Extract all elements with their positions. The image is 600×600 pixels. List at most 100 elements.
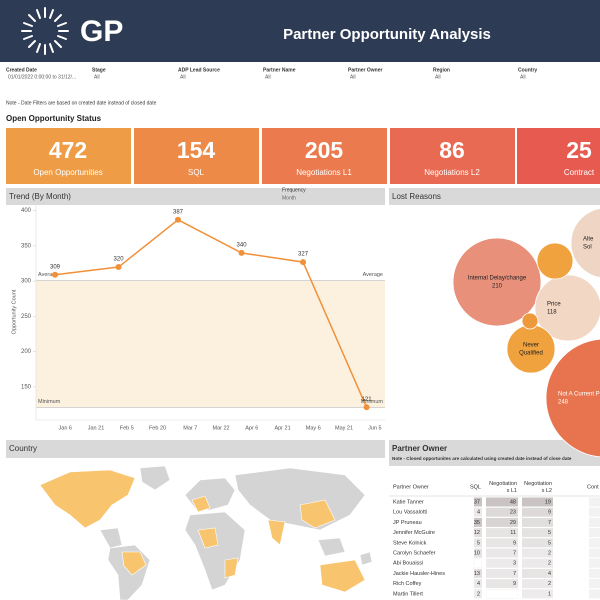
cell-value: 2: [477, 591, 480, 597]
cell-shade: [474, 497, 482, 507]
filter-value[interactable]: All: [435, 74, 441, 80]
row-label: Rich Coffey: [393, 581, 422, 587]
data-label: 121: [362, 397, 373, 403]
filter-value[interactable]: All: [520, 74, 526, 80]
cell-value: 9: [513, 540, 516, 546]
panel-note: Note - Closed opportunites are calculate…: [392, 456, 572, 461]
kpi-value: 205: [305, 137, 344, 163]
contract-cell: [589, 548, 600, 558]
data-label: 340: [237, 243, 248, 249]
contract-cell: [589, 497, 600, 507]
bubble[interactable]: [545, 338, 600, 458]
cell-value: 5: [477, 540, 480, 546]
cell-shade: [486, 528, 518, 538]
panel-header: [6, 440, 385, 458]
bubble-label: Qualified: [519, 351, 543, 357]
cell-shade: [486, 497, 518, 507]
column-header: s L1: [507, 488, 517, 494]
trend-point: [363, 404, 370, 411]
bubble-value: 210: [492, 284, 503, 290]
bubble[interactable]: [521, 312, 539, 330]
empty-cell: [485, 589, 519, 599]
frequency-label: Frequency: [282, 187, 306, 193]
cell-shade: [522, 497, 553, 507]
reference-label: Average: [38, 272, 58, 278]
panel-title: Country: [9, 444, 37, 453]
header-bar: [0, 0, 600, 62]
column-header: Negotiation: [524, 481, 552, 487]
filter-value[interactable]: All: [265, 74, 271, 80]
cell-shade: [522, 507, 553, 517]
panel-title: Lost Reasons: [392, 192, 441, 201]
bubble[interactable]: [534, 274, 600, 342]
kpi-label: Open Opportunities: [33, 168, 102, 177]
x-tick-label: Feb 5: [120, 425, 134, 431]
cell-shade: [474, 528, 482, 538]
trend-point: [238, 249, 245, 256]
frequency-value[interactable]: Month: [282, 195, 296, 201]
cell-value: 23: [510, 510, 516, 516]
contract-cell: [589, 558, 600, 568]
x-tick-label: Jan 21: [88, 425, 105, 431]
kpi-card: [262, 128, 387, 184]
bubble-value: 248: [558, 400, 569, 406]
filter-value[interactable]: All: [94, 74, 100, 80]
filter-label: Partner Name: [263, 67, 296, 73]
cell-value: 4: [477, 581, 480, 587]
bubble-label: Alte: [583, 237, 594, 243]
row-label: Martin Tillert: [393, 591, 423, 597]
cell-value: 11: [510, 530, 516, 536]
data-label: 387: [173, 209, 184, 215]
y-axis-label: Opportunity Count: [11, 289, 17, 334]
cell-value: 12: [474, 530, 480, 536]
row-label: Carolyn Schaefer: [393, 550, 436, 556]
panel-header: [6, 188, 385, 205]
x-tick-label: Mar 22: [212, 425, 229, 431]
trend-point: [115, 264, 122, 271]
reference-label: Minimum: [361, 399, 384, 405]
filter-label: ADP Lead Source: [178, 67, 220, 73]
cell-shade: [522, 589, 553, 599]
logo-text: GP: [80, 15, 123, 48]
cell-shade: [474, 568, 482, 578]
bubble[interactable]: [536, 242, 574, 280]
column-header: Negotiation: [489, 481, 517, 487]
bubble-label: Not A Current P: [558, 392, 600, 398]
x-tick-label: Feb 20: [149, 425, 166, 431]
column-header: SQL: [470, 484, 481, 490]
bubble[interactable]: [570, 208, 600, 278]
cell-shade: [522, 548, 553, 558]
cell-value: 4: [477, 510, 480, 516]
cell-value: 4: [548, 571, 551, 577]
empty-cell: [473, 558, 483, 568]
filter-value[interactable]: All: [180, 74, 186, 80]
contract-cell: [589, 568, 600, 578]
kpi-label: Negotiations L2: [424, 168, 480, 177]
cell-value: 9: [548, 510, 551, 516]
y-tick-label: 200: [21, 349, 32, 355]
filter-value[interactable]: All: [350, 74, 356, 80]
cell-shade: [486, 568, 518, 578]
filter-label: Created Date: [6, 67, 37, 73]
row-label: JP Pruneau: [393, 520, 422, 526]
contract-cell: [589, 507, 600, 517]
cell-shade: [474, 538, 482, 548]
cell-value: 19: [545, 499, 551, 505]
cell-shade: [486, 558, 518, 568]
logo-sun: [21, 7, 69, 55]
y-tick-label: 400: [21, 208, 32, 214]
contract-cell: [589, 589, 600, 599]
kpi-label: SQL: [188, 168, 205, 177]
bubble[interactable]: [506, 324, 556, 374]
row-label: Abi Bouaissi: [393, 561, 423, 567]
kpi-label: Negotiations L1: [296, 168, 352, 177]
kpi-value: 154: [177, 137, 216, 163]
cell-shade: [486, 538, 518, 548]
filter-value[interactable]: 01/01/2022 0:00:00 to 31/12/...: [8, 74, 76, 80]
bubble[interactable]: [452, 237, 542, 327]
cell-value: 7: [548, 520, 551, 526]
cell-shade: [522, 528, 553, 538]
column-header: s L2: [542, 488, 552, 494]
cell-shade: [522, 579, 553, 589]
